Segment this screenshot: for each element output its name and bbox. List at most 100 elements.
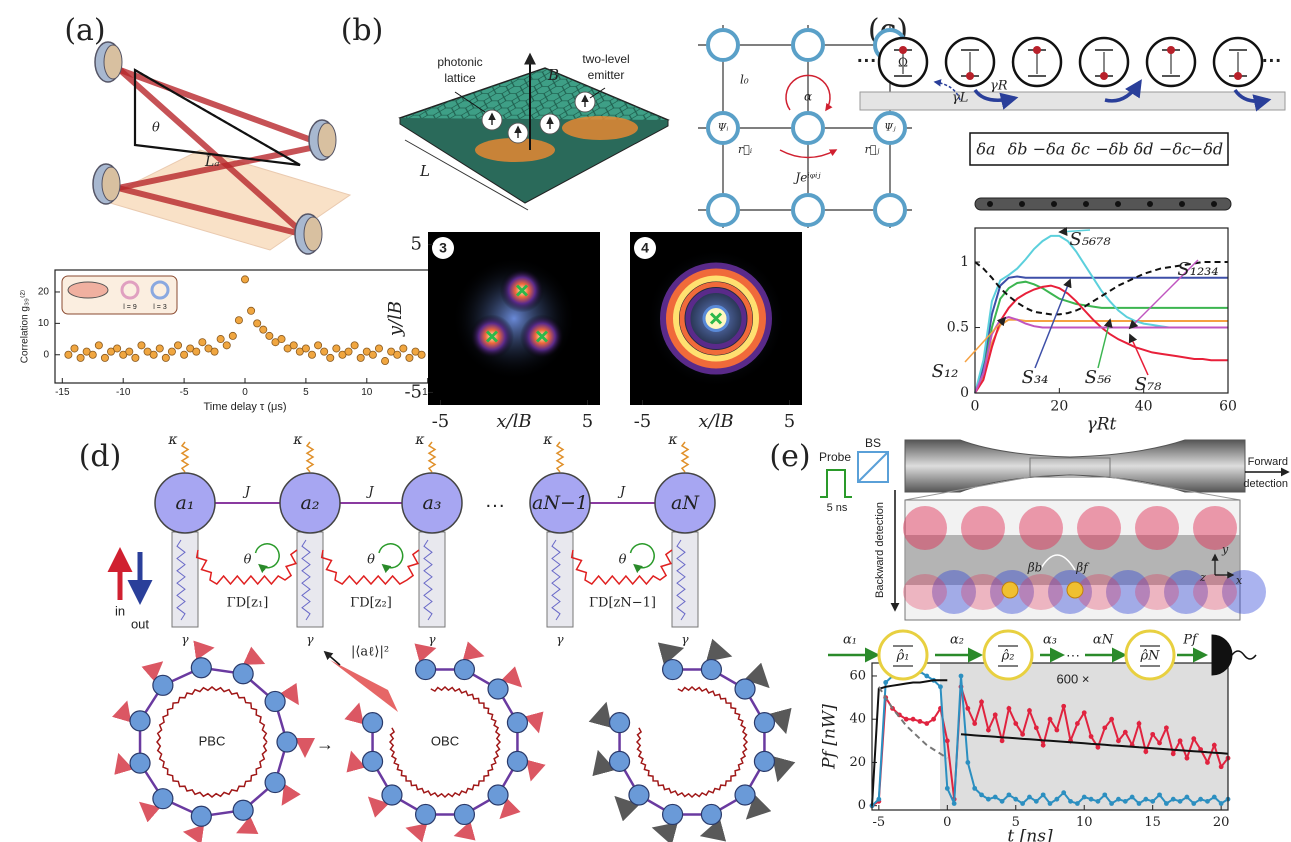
density-ring bbox=[673, 275, 759, 362]
data-point bbox=[965, 760, 971, 765]
site bbox=[414, 803, 437, 826]
data-point bbox=[320, 347, 329, 356]
inset-label: l = 9 bbox=[123, 304, 137, 311]
label: α₃ bbox=[1043, 633, 1057, 648]
data-point bbox=[883, 680, 889, 685]
plot-frame bbox=[974, 227, 1229, 394]
density-ring bbox=[685, 288, 747, 349]
field-lobe bbox=[1077, 574, 1121, 610]
label: J bbox=[617, 485, 626, 500]
population bbox=[966, 72, 974, 80]
atom-chain bbox=[974, 197, 1232, 211]
site bbox=[129, 710, 151, 732]
series-line bbox=[974, 315, 1228, 394]
data-point bbox=[1157, 792, 1162, 798]
label-pointer bbox=[1034, 278, 1072, 369]
flow-arrow bbox=[744, 662, 770, 689]
chain-atom bbox=[1147, 201, 1153, 207]
data-point bbox=[1143, 796, 1149, 802]
mirror-face bbox=[103, 44, 123, 80]
decay-arrow bbox=[1233, 88, 1272, 112]
data-point bbox=[924, 721, 930, 726]
data-point bbox=[131, 353, 140, 362]
label: κ bbox=[667, 432, 677, 448]
data-point bbox=[979, 792, 984, 798]
label: ··· bbox=[1066, 647, 1080, 663]
data-point bbox=[1102, 725, 1108, 731]
data-point bbox=[259, 325, 268, 334]
label: x bbox=[1236, 574, 1243, 587]
site bbox=[264, 690, 286, 713]
data-point bbox=[100, 353, 109, 362]
map-badge bbox=[432, 237, 454, 259]
data-point bbox=[405, 353, 414, 362]
data-point bbox=[70, 344, 79, 353]
label: |⟨aℓ⟩|² bbox=[351, 645, 389, 660]
data-point bbox=[149, 350, 158, 359]
map-label: 4 bbox=[641, 240, 649, 256]
data-point bbox=[107, 347, 116, 356]
data-point bbox=[1088, 796, 1094, 802]
label: κ bbox=[414, 432, 424, 448]
data-point bbox=[119, 350, 128, 359]
label: γ bbox=[306, 633, 314, 647]
data-point bbox=[1163, 725, 1169, 731]
flow-arrow bbox=[462, 641, 485, 661]
panel-label: (e) bbox=[769, 439, 810, 474]
site bbox=[232, 663, 254, 685]
zoom-line bbox=[1109, 476, 1241, 501]
label: γ bbox=[428, 633, 436, 647]
label: Jeⁱᵠⁱʲ bbox=[792, 171, 821, 185]
x-tick-label: -15 bbox=[55, 387, 70, 398]
label-pointer bbox=[1097, 318, 1113, 369]
guided-wave bbox=[301, 539, 311, 621]
hop-arrow bbox=[779, 149, 838, 159]
label: Ω bbox=[898, 56, 908, 70]
x-tick-label: 15 bbox=[422, 387, 434, 398]
data-point bbox=[1040, 742, 1046, 748]
loss-line bbox=[180, 441, 190, 473]
waveguide bbox=[671, 531, 699, 628]
y-tick-label: -5 bbox=[404, 381, 422, 402]
site bbox=[734, 784, 756, 806]
data-point bbox=[1088, 734, 1094, 739]
data-point bbox=[1020, 731, 1026, 737]
dissipative-coupling bbox=[570, 549, 673, 586]
site bbox=[381, 784, 403, 806]
callout bbox=[589, 87, 606, 99]
data-point bbox=[1040, 792, 1046, 798]
data-point bbox=[972, 721, 978, 726]
field-profile bbox=[562, 116, 638, 140]
data-point bbox=[1177, 738, 1183, 744]
data-point bbox=[1150, 731, 1156, 737]
data-point bbox=[965, 705, 971, 711]
detuning: −δb bbox=[1095, 140, 1128, 159]
probe-pulse bbox=[820, 469, 852, 498]
phase-arrow bbox=[254, 543, 280, 574]
chain-atom bbox=[1115, 201, 1121, 207]
y-axis-label: Correlation g₃₉⁽²⁾ bbox=[20, 290, 31, 364]
inset-ring bbox=[120, 280, 140, 300]
site bbox=[264, 771, 286, 794]
flow-arrow bbox=[281, 783, 301, 806]
label: γL bbox=[952, 91, 968, 106]
site bbox=[361, 711, 384, 734]
data-point bbox=[958, 673, 964, 679]
site bbox=[152, 674, 174, 696]
label: Backward detection bbox=[874, 502, 886, 598]
data-point bbox=[992, 794, 998, 800]
flow-arrow bbox=[414, 643, 437, 663]
label: βb bbox=[1027, 561, 1043, 575]
amplitude-arrow bbox=[323, 650, 341, 666]
dissipator-label: ΓD[z₂] bbox=[350, 596, 392, 611]
loss-line bbox=[555, 441, 565, 473]
flow-arrow bbox=[112, 700, 132, 723]
site bbox=[753, 711, 776, 734]
label: θ bbox=[367, 553, 375, 568]
x-tick-label: 5 bbox=[582, 411, 593, 432]
flow-arrow bbox=[657, 642, 685, 666]
site bbox=[453, 658, 476, 681]
label: κ bbox=[542, 432, 552, 448]
flux-arrow bbox=[785, 74, 833, 112]
label: α bbox=[804, 90, 812, 104]
